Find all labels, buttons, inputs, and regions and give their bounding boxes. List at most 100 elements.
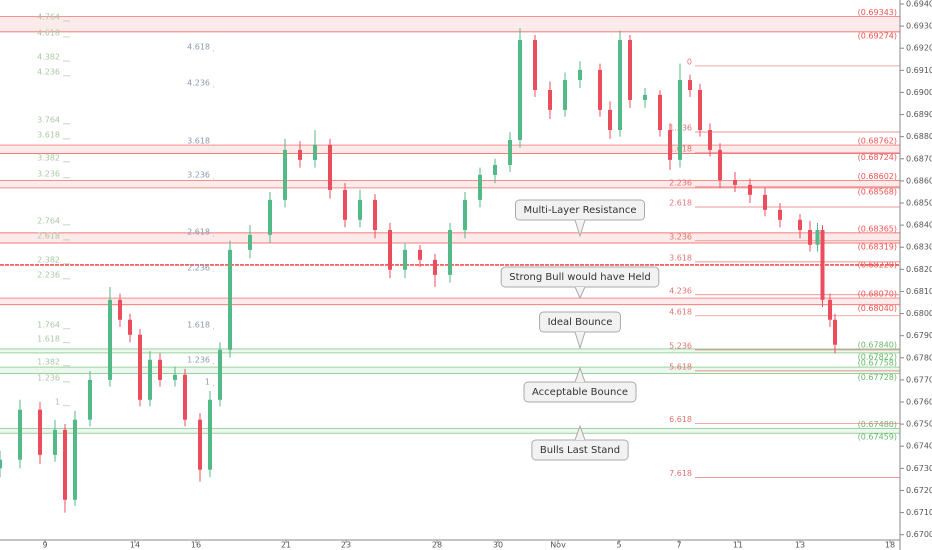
fib-label: 5.236 [669, 341, 692, 350]
annotation-pointer [574, 331, 586, 350]
annotation-text: Ideal Bounce [548, 317, 613, 328]
candle-body [658, 94, 662, 131]
fib-label: 1.236 [187, 355, 210, 364]
annotation-pointer [574, 366, 586, 383]
candle-body [63, 429, 67, 500]
x-tick-label: 13 [795, 541, 805, 550]
candle-body [698, 90, 702, 131]
zone-label: (0.67758) [858, 359, 897, 368]
annotation-pointer [574, 219, 586, 238]
x-tick-label: 23 [341, 541, 351, 550]
fib-label: 2.618 [37, 231, 60, 240]
x-tick-label: 11 [733, 541, 743, 550]
candle-body [433, 259, 437, 275]
zone [0, 298, 900, 305]
zone [0, 348, 900, 353]
candle-body [708, 130, 712, 150]
candle-body [733, 180, 737, 185]
fib-label: 1.382 [37, 357, 60, 366]
candle-body [388, 229, 392, 270]
candle-body [0, 459, 2, 469]
candle-body [328, 144, 332, 190]
fib-label: 0 [687, 57, 692, 66]
candle-body [448, 229, 452, 275]
candle-body [508, 139, 512, 165]
candle-body [208, 399, 212, 470]
candle-body [748, 184, 752, 195]
fib-label: 4.236 [669, 286, 692, 295]
candle-body [298, 149, 302, 160]
zone [0, 145, 900, 154]
x-tick-label: 21 [281, 541, 291, 550]
candle-body [198, 419, 202, 470]
annotation-text: Strong Bull would have Held [509, 272, 651, 283]
candle-body [478, 174, 482, 200]
candle-body [73, 419, 77, 500]
zone-label: (0.68040) [858, 304, 897, 313]
candle-body [128, 319, 132, 335]
candle-body [148, 359, 152, 400]
fib-label: 1.236 [37, 373, 60, 382]
candle-body [218, 349, 222, 400]
fib-label: 4.618 [669, 307, 692, 316]
fib-label: 1.618 [37, 334, 60, 343]
candle-body [403, 249, 407, 270]
fib-label: 1 [205, 377, 210, 386]
candle-body [668, 130, 672, 160]
candle-body [598, 69, 602, 110]
fib-label: 1.618 [187, 320, 210, 329]
fib-label: 3.236 [187, 170, 210, 179]
x-tick-label: 7 [676, 541, 681, 550]
zone-label: (0.68762) [858, 137, 897, 146]
candle-body [820, 229, 825, 300]
zone-label: (0.69274) [858, 31, 897, 40]
fib-label: 2.236 [187, 263, 210, 272]
fib-label: 2.618 [187, 227, 210, 236]
fib-label: 3.764 [37, 115, 60, 124]
zone-label: (0.68568) [858, 187, 897, 196]
candle-body [373, 199, 377, 230]
zone [0, 16, 900, 32]
fib-label: 1 [55, 397, 60, 406]
x-tick-label: 16 [191, 541, 201, 550]
candle-body [833, 319, 837, 345]
candle-body [808, 229, 812, 245]
fib-label: 2.764 [37, 216, 60, 225]
zone-label: (0.69343) [858, 8, 897, 17]
x-tick-label: 14 [130, 541, 140, 550]
zone-label: (0.68220) [858, 260, 897, 269]
candle-body [358, 199, 362, 220]
candle-body [418, 249, 422, 260]
candle-body [158, 359, 162, 380]
candle-body [778, 209, 782, 220]
candle-body [108, 299, 112, 380]
candle-body [618, 40, 622, 131]
x-tick-label: 18 [885, 541, 895, 550]
candle-body [248, 234, 252, 250]
candle-body [815, 229, 820, 245]
zone-label: (0.68070) [858, 290, 897, 299]
zone [0, 367, 900, 374]
x-tick-label: 30 [493, 541, 503, 550]
candle-body [18, 409, 22, 460]
candle-body [718, 149, 722, 180]
fib-label: 4.618 [187, 42, 210, 51]
candle-body [493, 164, 497, 175]
candle-body [688, 80, 692, 90]
zone-label: (0.67728) [858, 373, 897, 382]
x-tick-label: 5 [616, 541, 621, 550]
zone-label: (0.68365) [858, 224, 897, 233]
candle-body [563, 80, 567, 110]
